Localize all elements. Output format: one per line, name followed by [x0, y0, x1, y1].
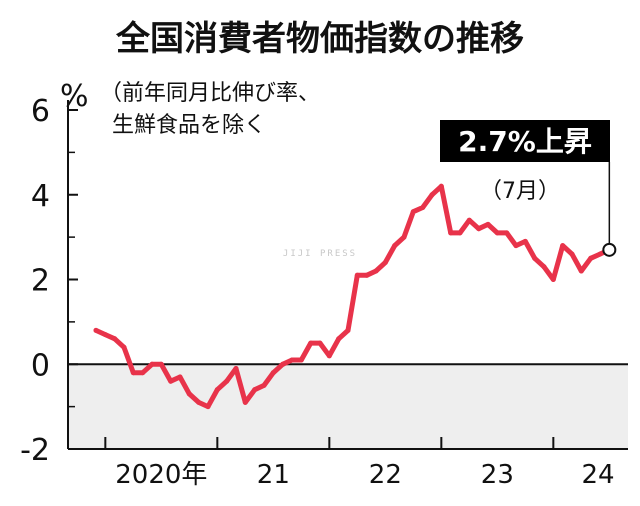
data-point — [214, 387, 220, 393]
data-point — [252, 387, 258, 393]
data-points — [93, 183, 612, 410]
data-point — [168, 378, 174, 384]
data-point — [354, 272, 360, 278]
data-point — [336, 336, 342, 342]
note-line-1: （前年同月比伸び率、 — [100, 81, 320, 106]
data-point — [177, 374, 183, 380]
data-point — [112, 336, 118, 342]
data-point — [476, 226, 482, 232]
x-tick-label: 24 — [581, 460, 614, 490]
y-tick-label: 4 — [31, 179, 50, 214]
data-point — [233, 366, 239, 371]
data-point — [102, 332, 108, 338]
data-point — [448, 230, 454, 236]
data-point — [121, 344, 127, 350]
data-point — [317, 340, 323, 346]
data-point — [326, 353, 332, 359]
x-tick-label: 21 — [257, 460, 290, 490]
y-tick-label: 0 — [31, 348, 50, 383]
y-tick-label: 2 — [31, 264, 50, 299]
latest-value-marker — [602, 242, 617, 257]
data-point — [205, 404, 211, 410]
data-point — [513, 243, 519, 249]
data-point — [532, 255, 538, 261]
data-point — [130, 370, 136, 376]
data-point — [560, 243, 566, 249]
y-ticks: 6 4 2 0 -2 — [20, 94, 78, 468]
data-point — [494, 230, 500, 236]
data-point — [485, 221, 491, 227]
negative-region-shading — [68, 364, 628, 449]
note-line-2: 生鮮食品を除く — [112, 113, 266, 138]
y-unit-label: % — [60, 79, 89, 114]
data-point — [466, 217, 472, 223]
y-tick-label: 6 — [31, 94, 50, 129]
data-point — [186, 391, 192, 397]
data-point — [438, 183, 444, 189]
data-point — [541, 264, 547, 270]
data-point — [382, 260, 388, 265]
data-point — [93, 327, 99, 333]
data-point — [270, 370, 276, 376]
data-point — [550, 277, 556, 282]
x-tick-label: 2020年 — [115, 460, 207, 490]
data-point — [504, 230, 510, 236]
data-point — [401, 234, 407, 240]
x-tick-label: 23 — [481, 460, 514, 490]
data-point — [373, 268, 379, 274]
data-point — [597, 251, 603, 257]
data-point — [364, 272, 370, 278]
data-point — [429, 192, 435, 198]
x-tick-label: 22 — [369, 460, 402, 490]
watermark: JIJI PRESS — [283, 249, 357, 259]
callout-label: 2.7%上昇 — [458, 125, 592, 158]
data-point — [196, 399, 202, 405]
data-point — [261, 382, 267, 388]
data-point — [588, 255, 594, 261]
data-point — [392, 243, 398, 249]
data-point — [140, 370, 146, 376]
data-point — [308, 340, 314, 346]
data-point — [158, 361, 164, 367]
data-point — [420, 205, 426, 210]
data-point — [578, 268, 584, 274]
data-point — [410, 209, 416, 215]
data-point — [298, 357, 304, 363]
x-ticks: 2020年 21 22 23 24 — [104, 437, 615, 490]
data-point — [289, 357, 295, 363]
data-point — [345, 327, 351, 333]
data-point — [522, 238, 528, 244]
data-point — [242, 399, 248, 405]
callout-month: （7月） — [480, 179, 560, 204]
chart-title: 全国消費者物価指数の推移 — [115, 19, 524, 59]
y-tick-label: -2 — [20, 433, 50, 468]
data-point — [457, 230, 463, 236]
data-point — [280, 361, 286, 367]
callout-box — [440, 120, 610, 162]
data-point — [569, 251, 575, 257]
data-point — [149, 361, 155, 367]
data-point — [224, 378, 230, 384]
